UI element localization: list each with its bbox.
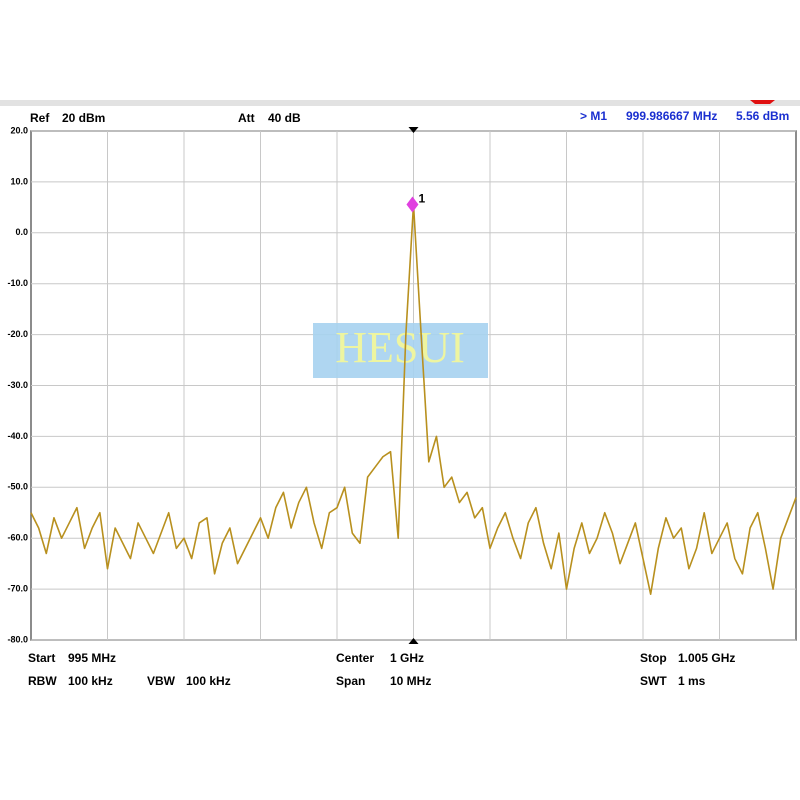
vbw-label: VBW <box>147 674 176 688</box>
watermark-box <box>313 323 488 378</box>
marker-level: 5.56 dBm <box>736 109 789 123</box>
stop-value: 1.005 GHz <box>678 651 735 665</box>
span-value: 10 MHz <box>390 674 431 688</box>
marker-diamond <box>406 196 419 213</box>
corner-indicator <box>750 100 775 104</box>
y-tick-label: -50.0 <box>7 482 28 492</box>
top-band <box>0 100 800 106</box>
swt-label: SWT <box>640 674 667 688</box>
y-tick-label: -80.0 <box>7 634 28 644</box>
att-value: 40 dB <box>268 111 301 125</box>
y-tick-label: -20.0 <box>7 329 28 339</box>
y-tick-label: -40.0 <box>7 431 28 441</box>
center-value: 1 GHz <box>390 651 424 665</box>
start-value: 995 MHz <box>68 651 116 665</box>
rbw-label: RBW <box>28 674 57 688</box>
marker-label: > M1 <box>580 109 607 123</box>
y-tick-label: -30.0 <box>7 380 28 390</box>
plot: 20.0 10.0 0.0 -10.0 -20.0 -30.0 -40.0 -50.0 -60.… <box>7 125 797 644</box>
y-tick-label: 20.0 <box>10 125 28 135</box>
ref-label: Ref <box>30 111 50 125</box>
swt-value: 1 ms <box>678 674 706 688</box>
start-label: Start <box>28 651 55 665</box>
y-tick-label: 0.0 <box>15 227 28 237</box>
att-label: Att <box>238 111 255 125</box>
watermark: HESUI <box>313 323 488 378</box>
rbw-value: 100 kHz <box>68 674 113 688</box>
y-tick-label: -10.0 <box>7 278 28 288</box>
stop-label: Stop <box>640 651 667 665</box>
watermark-text: HESUI <box>335 323 465 372</box>
y-tick-label: -70.0 <box>7 583 28 593</box>
center-marker-top <box>408 127 419 133</box>
center-marker-bottom <box>408 638 419 644</box>
span-label: Span <box>336 674 365 688</box>
vbw-value: 100 kHz <box>186 674 231 688</box>
marker-frequency: 999.986667 MHz <box>626 109 717 123</box>
marker-number: 1 <box>418 192 425 206</box>
ref-value: 20 dBm <box>62 111 105 125</box>
center-label: Center <box>336 651 374 665</box>
y-tick-label: 10.0 <box>10 176 28 186</box>
y-tick-label: -60.0 <box>7 533 28 543</box>
